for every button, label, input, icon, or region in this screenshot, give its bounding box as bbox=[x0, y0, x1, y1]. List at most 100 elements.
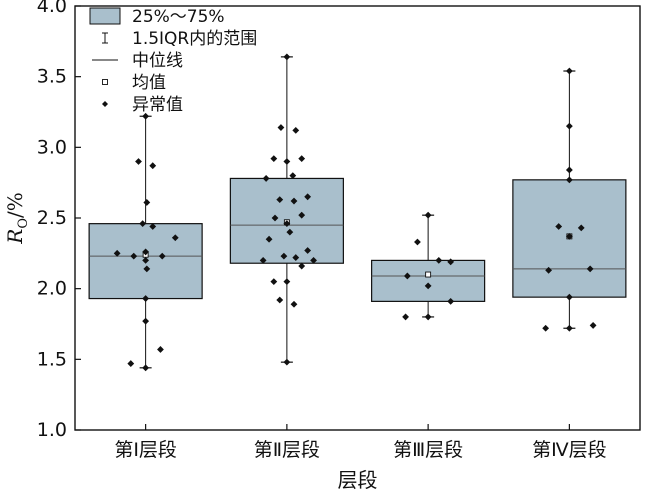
data-point bbox=[149, 223, 157, 230]
y-axis-title-sub: O bbox=[16, 218, 31, 229]
x-category-label: 第Ⅰ层段 bbox=[114, 439, 177, 461]
data-point bbox=[130, 252, 138, 260]
data-point bbox=[589, 322, 597, 329]
data-point bbox=[290, 300, 298, 308]
data-point bbox=[310, 257, 317, 264]
data-point bbox=[424, 313, 432, 321]
data-point bbox=[283, 53, 291, 61]
x-axis: 第Ⅰ层段 第Ⅱ层段 第Ⅲ层段 第Ⅳ层段 bbox=[114, 424, 607, 461]
y-axis-title-main: R bbox=[3, 229, 27, 245]
data-point bbox=[289, 172, 297, 179]
data-point bbox=[271, 214, 279, 222]
data-point bbox=[565, 293, 573, 301]
data-point bbox=[565, 166, 573, 174]
point-layer bbox=[113, 53, 597, 372]
data-point bbox=[143, 199, 151, 206]
y-tick-label: 2.5 bbox=[37, 207, 67, 229]
data-point bbox=[270, 278, 278, 285]
legend-item-median: 中位线 bbox=[92, 51, 183, 71]
data-point bbox=[277, 124, 285, 131]
legend-label: 1.5IQR内的范围 bbox=[132, 29, 257, 49]
data-point bbox=[142, 364, 150, 372]
data-point bbox=[135, 158, 142, 165]
iqr-box bbox=[371, 259, 486, 302]
data-point bbox=[270, 155, 278, 163]
data-point bbox=[292, 254, 300, 261]
legend-item-box: 25%～75% bbox=[89, 7, 225, 27]
data-point bbox=[113, 249, 121, 257]
data-point bbox=[142, 257, 150, 264]
data-point bbox=[142, 317, 150, 325]
x-category-label: 第Ⅳ层段 bbox=[532, 439, 607, 461]
data-point bbox=[139, 220, 147, 228]
x-category-label: 第Ⅱ层段 bbox=[254, 439, 320, 461]
data-point bbox=[290, 197, 298, 205]
data-point bbox=[283, 358, 291, 366]
data-point bbox=[265, 235, 273, 243]
x-axis-title: 层段 bbox=[338, 468, 378, 492]
data-point bbox=[424, 282, 432, 290]
data-point bbox=[565, 324, 573, 332]
data-point bbox=[577, 224, 585, 232]
data-point bbox=[304, 193, 312, 201]
data-point bbox=[283, 158, 291, 165]
data-point bbox=[142, 112, 150, 120]
data-point bbox=[143, 265, 151, 273]
data-point bbox=[142, 248, 150, 256]
data-point bbox=[424, 211, 432, 219]
data-point bbox=[565, 176, 573, 184]
data-point bbox=[586, 265, 594, 273]
legend-item-outlier: 异常值 bbox=[102, 95, 183, 115]
data-point bbox=[276, 296, 284, 304]
y-axis-title-suffix: /% bbox=[3, 192, 27, 218]
y-tick-label: 3.5 bbox=[37, 66, 67, 88]
data-point bbox=[542, 324, 550, 332]
data-point bbox=[565, 67, 573, 75]
y-tick-label: 3.0 bbox=[37, 136, 67, 158]
data-point bbox=[286, 228, 294, 236]
data-point bbox=[276, 196, 284, 204]
legend-mean-marker bbox=[102, 79, 108, 85]
data-point bbox=[262, 175, 270, 182]
y-tick-label: 1.5 bbox=[37, 348, 67, 370]
y-axis: 1.0 1.5 2.0 2.5 3.0 3.5 4.0 bbox=[37, 0, 81, 441]
data-point bbox=[447, 297, 455, 305]
legend-label: 中位线 bbox=[132, 51, 183, 71]
data-point bbox=[157, 346, 164, 353]
data-point bbox=[545, 266, 553, 274]
data-point bbox=[565, 122, 573, 130]
data-point bbox=[158, 252, 166, 260]
legend-label: 异常值 bbox=[132, 95, 183, 115]
data-point bbox=[298, 262, 306, 270]
data-point bbox=[555, 223, 563, 230]
y-axis-title: RO/% bbox=[3, 192, 31, 244]
legend-outlier-marker bbox=[102, 101, 108, 107]
data-point bbox=[149, 162, 157, 170]
data-point bbox=[304, 247, 312, 254]
data-point bbox=[447, 258, 455, 266]
data-point bbox=[414, 238, 421, 246]
data-point bbox=[259, 257, 267, 264]
data-point bbox=[127, 360, 135, 367]
legend-item-whisker: 1.5IQR内的范围 bbox=[102, 29, 257, 49]
data-point bbox=[292, 126, 300, 134]
data-point bbox=[565, 232, 573, 240]
legend-box-swatch bbox=[89, 7, 121, 25]
data-point bbox=[435, 257, 443, 264]
legend-label: 均值 bbox=[132, 73, 166, 93]
legend-label: 25%～75% bbox=[132, 7, 225, 27]
data-point bbox=[171, 234, 179, 242]
data-point bbox=[298, 155, 306, 163]
mean-marker bbox=[425, 271, 432, 278]
legend-item-mean: 均值 bbox=[102, 73, 166, 93]
data-point bbox=[142, 295, 150, 302]
y-tick-label: 4.0 bbox=[37, 0, 67, 17]
y-tick-label: 2.0 bbox=[37, 278, 67, 300]
data-point bbox=[283, 220, 291, 228]
data-point bbox=[402, 313, 409, 321]
data-point bbox=[403, 272, 411, 280]
data-point bbox=[283, 278, 291, 285]
